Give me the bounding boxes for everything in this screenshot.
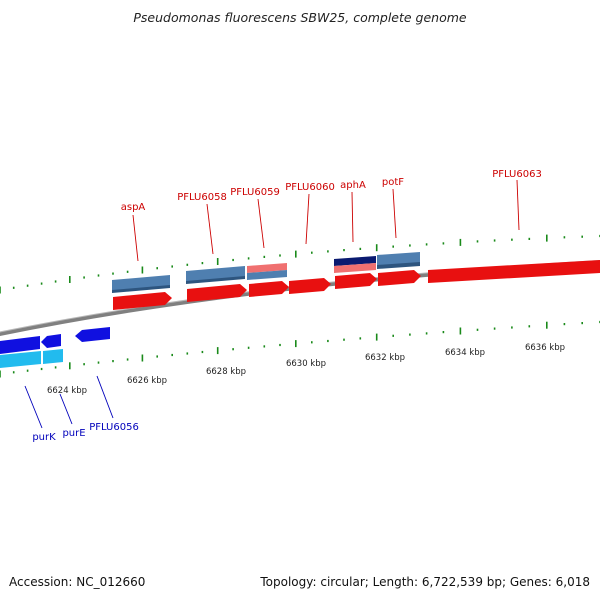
kbp-label: 6624 kbp <box>47 386 87 396</box>
map-title: Pseudomonas fluorescens SBW25, complete … <box>133 10 467 25</box>
label-leaders <box>24 179 520 429</box>
label-PFLU6059[interactable]: PFLU6059 <box>230 187 280 198</box>
feature-aphA-pink[interactable] <box>334 263 376 273</box>
leader-PFLU6058 <box>206 203 214 255</box>
feature-aspA-shade <box>112 285 170 293</box>
kbp-label: 6636 kbp <box>525 343 565 353</box>
label-PFLU6060[interactable]: PFLU6060 <box>285 182 335 193</box>
gene-purE-arrow[interactable] <box>41 334 61 348</box>
outer-tick-ring <box>0 234 600 294</box>
topology-label: Topology: circular; Length: 6,722,539 bp… <box>260 575 590 589</box>
forward-gene-track <box>113 260 600 310</box>
kbp-label: 6630 kbp <box>286 359 326 369</box>
leader-PFLU6059 <box>257 198 265 249</box>
label-aphA[interactable]: aphA <box>340 180 366 191</box>
leader-aspA <box>132 214 139 262</box>
gene-PFLU6059[interactable] <box>249 281 289 297</box>
gene-PFLU6058[interactable] <box>187 284 247 302</box>
gene-potF[interactable] <box>378 270 421 286</box>
kbp-label: 6632 kbp <box>365 353 405 363</box>
leader-PFLU6056 <box>96 375 114 419</box>
leader-purK <box>24 385 43 429</box>
kbp-scale-labels: 6624 kbp 6626 kbp 6628 kbp 6630 kbp 6632… <box>47 343 565 396</box>
leader-PFLU6060 <box>305 193 310 245</box>
leader-potF <box>392 188 397 239</box>
gene-purK-arrow[interactable] <box>0 336 40 354</box>
kbp-label: 6628 kbp <box>206 367 246 377</box>
reverse-gene-labels: purK purE PFLU6056 <box>32 422 138 443</box>
label-purK[interactable]: purK <box>32 432 56 443</box>
gene-aspA[interactable] <box>113 292 172 310</box>
forward-gene-labels: aspA PFLU6058 PFLU6059 PFLU6060 aphA pot… <box>121 169 542 213</box>
feature-PFLU6058-shade <box>186 276 245 284</box>
label-aspA[interactable]: aspA <box>121 202 146 213</box>
leader-PFLU6063 <box>516 179 520 231</box>
gene-aphA[interactable] <box>335 273 377 289</box>
leader-purE <box>59 393 73 425</box>
gene-PFLU6060[interactable] <box>289 278 331 294</box>
gene-purK[interactable] <box>0 351 41 368</box>
gene-PFLU6056[interactable] <box>75 327 110 342</box>
label-purE[interactable]: purE <box>62 428 85 439</box>
feature-PFLU6059-blue[interactable] <box>247 270 287 280</box>
feature-potF-shade <box>377 262 420 269</box>
feature-PFLU6059-pink[interactable] <box>247 263 287 273</box>
label-potF[interactable]: potF <box>382 177 404 188</box>
gene-purE[interactable] <box>43 349 63 364</box>
gene-PFLU6063[interactable] <box>428 260 600 283</box>
feature-aphA-navy[interactable] <box>334 256 376 266</box>
kbp-label: 6626 kbp <box>127 376 167 386</box>
reverse-gene-track <box>0 327 110 368</box>
kbp-label: 6634 kbp <box>445 348 485 358</box>
feature-track <box>112 252 420 293</box>
accession-label: Accession: NC_012660 <box>9 575 146 589</box>
inner-tick-ring <box>0 320 600 378</box>
label-PFLU6058[interactable]: PFLU6058 <box>177 192 227 203</box>
label-PFLU6063[interactable]: PFLU6063 <box>492 169 542 180</box>
leader-aphA <box>351 191 354 243</box>
label-PFLU6056[interactable]: PFLU6056 <box>89 422 139 433</box>
